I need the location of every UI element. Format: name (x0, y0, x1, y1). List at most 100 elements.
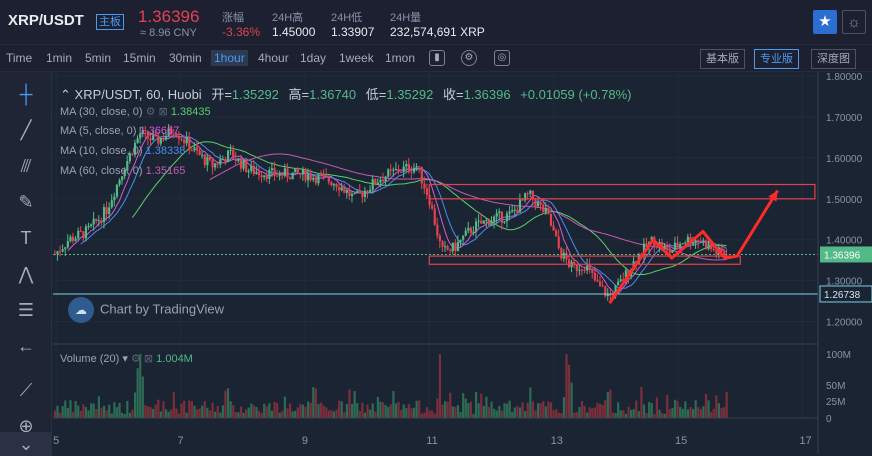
volume-bar (640, 386, 643, 418)
candle (304, 168, 307, 181)
volume-bar (183, 400, 186, 418)
volume-bar (180, 403, 183, 418)
candle (126, 161, 129, 171)
volume-bar (425, 407, 429, 418)
tf-1day[interactable]: 1day (300, 51, 327, 65)
volume-bar (441, 404, 444, 418)
view-pro-button[interactable]: 专业版 (754, 49, 799, 69)
tradingview-watermark[interactable]: ☁ Chart by TradingView (68, 297, 224, 323)
candle (144, 130, 147, 132)
volume-bar (77, 405, 80, 418)
volume-bar (702, 406, 705, 418)
candle (573, 261, 576, 265)
volume-bar (635, 400, 638, 418)
candle (606, 293, 609, 296)
current-price-label: 1.36396 (824, 250, 861, 261)
candle (376, 182, 380, 185)
candle (671, 249, 674, 253)
pair-name[interactable]: XRP/USDT (8, 12, 84, 29)
ruler-icon[interactable]: ⟋ (19, 380, 33, 400)
candle (363, 190, 367, 198)
tf-1hour[interactable]: 1hour (211, 50, 248, 66)
price-tick-5: 1.30000 (826, 277, 863, 288)
volume-bar (141, 376, 144, 418)
candle (443, 246, 447, 248)
candle (407, 164, 411, 172)
volume-bar (319, 402, 323, 418)
volume-bar (340, 401, 343, 418)
fib-icon[interactable]: ☰ (17, 300, 35, 320)
volume-bar (591, 408, 594, 418)
candle (190, 150, 193, 152)
theme-toggle-icon[interactable]: ☼ (842, 10, 866, 34)
tf-15min[interactable]: 15min (123, 51, 156, 65)
tf-1mon[interactable]: 1mon (385, 51, 416, 65)
ma-line-60 (209, 153, 727, 261)
candle (575, 264, 578, 271)
volume-bar (278, 412, 281, 418)
chart-type-icon[interactable]: ▮ (429, 50, 445, 66)
volume-bar (71, 411, 75, 418)
settings-gear-icon[interactable]: ⚙ (461, 50, 477, 66)
candle (539, 202, 542, 205)
volume-bar (325, 407, 328, 418)
candle (498, 211, 501, 214)
volume-bar (655, 397, 659, 418)
volume-bar (622, 410, 625, 418)
candle (583, 269, 586, 271)
volume-bar (381, 402, 385, 418)
ma10-label: MA (10, close, 0) (60, 145, 143, 157)
volume-bar (198, 408, 201, 418)
volume-settings-icon[interactable]: ⚙ ⊠ (130, 353, 154, 365)
view-basic-button[interactable]: 基本版 (700, 49, 745, 69)
candle (97, 220, 100, 222)
back-arrow-icon[interactable]: ← (17, 336, 35, 356)
candle (511, 210, 514, 212)
price-tick-3: 1.50000 (826, 195, 863, 206)
candle (301, 168, 305, 175)
tf-1week[interactable]: 1week (339, 51, 374, 65)
pitchfork-icon[interactable]: ⫻ (20, 156, 32, 176)
candle (469, 227, 473, 233)
view-depth-button[interactable]: 深度图 (811, 49, 856, 69)
candle (420, 166, 423, 184)
candle (195, 147, 199, 151)
candle (237, 158, 240, 162)
volume-bar (648, 402, 651, 418)
tf-4hour[interactable]: 4hour (258, 51, 289, 65)
candle (348, 190, 351, 196)
candle (314, 177, 317, 184)
volume-bar (570, 382, 573, 418)
text-tool-icon[interactable]: T (20, 228, 32, 248)
candle (358, 190, 361, 193)
volume-bar (226, 388, 230, 418)
volume-bar (363, 412, 367, 418)
collapse-chevron-icon[interactable]: ⌄ (0, 432, 52, 456)
tf-5min[interactable]: 5min (85, 51, 112, 65)
tf-1min[interactable]: 1min (46, 51, 73, 65)
volume-bar (185, 412, 188, 418)
candle (343, 187, 346, 193)
volume-bar (392, 391, 395, 418)
ma30-settings-icon[interactable]: ⚙ ⊠ (145, 106, 168, 118)
candle (281, 173, 284, 176)
zoom-in-icon[interactable]: ⊕ (18, 416, 34, 436)
price-chart[interactable]: 1.36396 1.26738 1.80000 1.70000 1.60000 1.50… (53, 72, 872, 454)
fullscreen-icon[interactable]: ◎ (494, 50, 510, 66)
pattern-icon[interactable]: ⋀ (18, 264, 34, 284)
volume-bar (113, 402, 116, 418)
candle (410, 171, 413, 173)
legend-chevron-icon[interactable]: ⌃ (60, 87, 71, 102)
favorite-star-icon[interactable]: ★ (813, 10, 837, 34)
drawing-toolbar: ┼ ╱ ⫻ ✎ T ⋀ ☰ ← ⟋ ⊕ ⌄ (0, 72, 52, 456)
candle (74, 238, 77, 242)
crosshair-icon[interactable]: ┼ (19, 84, 33, 104)
candle (319, 174, 323, 176)
tf-30min[interactable]: 30min (169, 51, 202, 65)
candle (152, 135, 155, 141)
volume-bar (239, 406, 243, 418)
tf-time[interactable]: Time (6, 51, 33, 65)
trendline-icon[interactable]: ╱ (20, 120, 32, 140)
brush-icon[interactable]: ✎ (18, 192, 34, 212)
volume-bar (477, 403, 480, 418)
